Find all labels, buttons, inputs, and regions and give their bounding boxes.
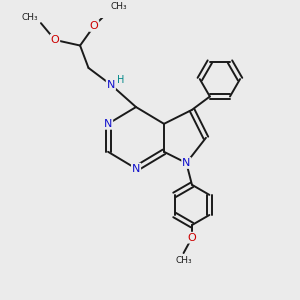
Text: N: N [107,80,115,90]
Text: O: O [188,233,196,243]
Text: O: O [50,35,59,45]
Text: O: O [90,21,98,31]
Text: N: N [104,119,112,129]
Text: CH₃: CH₃ [175,256,192,266]
Text: N: N [132,164,140,174]
Text: CH₃: CH₃ [111,2,128,10]
Text: H: H [117,76,124,85]
Text: N: N [182,158,190,168]
Text: CH₃: CH₃ [22,13,38,22]
